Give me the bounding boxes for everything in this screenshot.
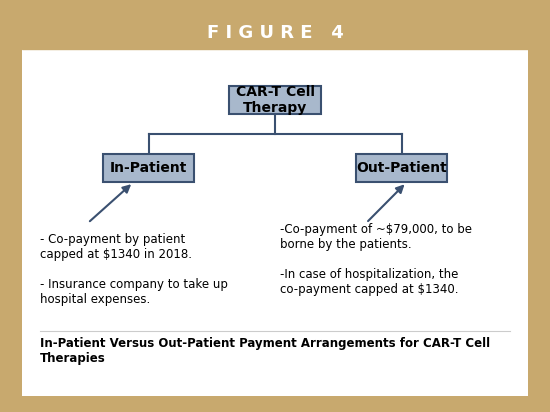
Text: -Co-payment of ~$79,000, to be
borne by the patients.

-In case of hospitalizati: -Co-payment of ~$79,000, to be borne by …: [280, 223, 472, 296]
Text: Out-Patient: Out-Patient: [356, 161, 447, 175]
Text: In-Patient: In-Patient: [110, 161, 187, 175]
Text: - Co-payment by patient
capped at $1340 in 2018.

- Insurance company to take up: - Co-payment by patient capped at $1340 …: [40, 232, 228, 306]
FancyBboxPatch shape: [22, 49, 528, 396]
Text: CAR-T Cell
Therapy: CAR-T Cell Therapy: [235, 85, 315, 115]
FancyBboxPatch shape: [356, 154, 447, 182]
Text: In-Patient Versus Out-Patient Payment Arrangements for CAR-T Cell
Therapies: In-Patient Versus Out-Patient Payment Ar…: [40, 337, 490, 365]
FancyBboxPatch shape: [229, 86, 321, 114]
FancyBboxPatch shape: [103, 154, 194, 182]
Text: F I G U R E   4: F I G U R E 4: [207, 24, 343, 42]
FancyBboxPatch shape: [22, 16, 528, 49]
